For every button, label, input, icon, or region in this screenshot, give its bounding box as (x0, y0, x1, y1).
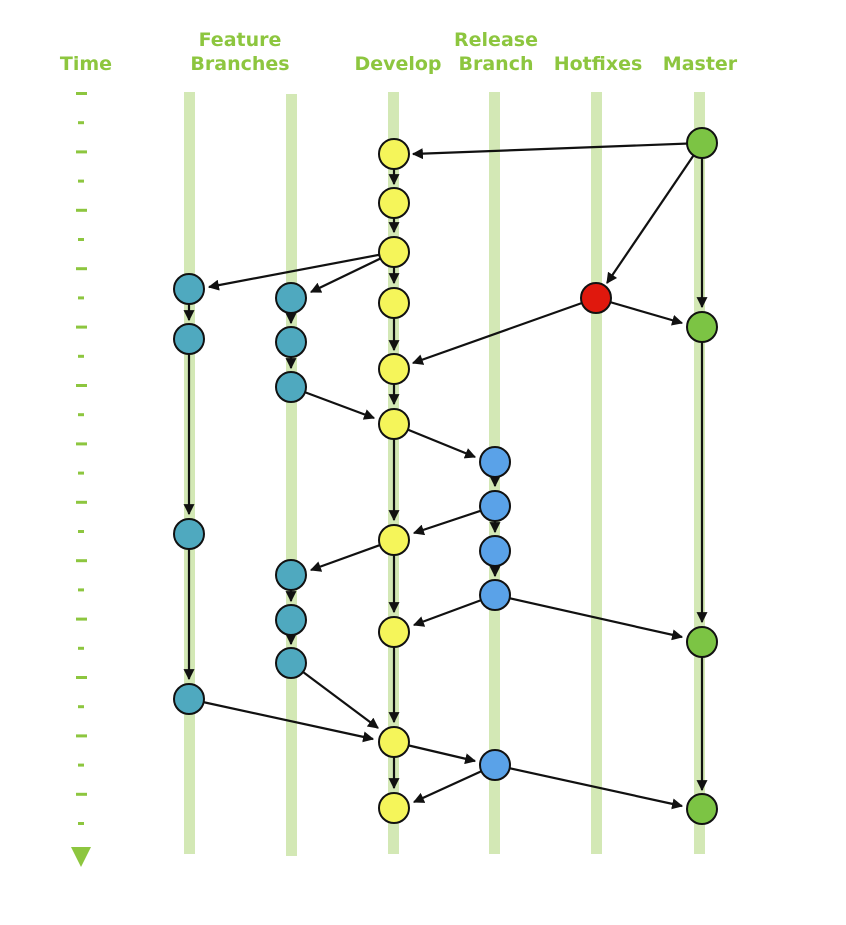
time-tick (76, 559, 87, 563)
time-tick (76, 676, 87, 679)
time-tick (78, 763, 84, 767)
lane-hotfixes (591, 92, 602, 854)
commit-develop-1 (378, 138, 410, 170)
header-hotfixes: Hotfixes (548, 52, 648, 76)
time-tick (76, 792, 87, 796)
time-tick (78, 471, 84, 475)
commit-develop-10 (378, 792, 410, 824)
commit-release-1 (479, 446, 511, 478)
header-feature-branches: Feature Branches (180, 28, 300, 76)
time-tick (78, 822, 84, 825)
time-tick (76, 734, 87, 738)
time-tick (76, 617, 87, 621)
commit-master-1 (686, 127, 718, 159)
commit-develop-2 (378, 187, 410, 219)
commit-master-3 (686, 626, 718, 658)
time-tick (78, 530, 84, 533)
time-tick (78, 413, 84, 417)
commit-master-2 (686, 311, 718, 343)
lanes (184, 92, 705, 856)
header-feature-line1: Feature (198, 29, 282, 51)
commit-feature1-3 (173, 518, 205, 550)
time-tick (76, 150, 87, 154)
commit-nodes (173, 127, 718, 825)
arrow-master-to-hotfix (606, 142, 703, 284)
commit-feature1-2 (173, 323, 205, 355)
time-tick (78, 179, 84, 183)
time-tick (76, 208, 87, 212)
commit-feature2-1 (275, 282, 307, 314)
commit-develop-5 (378, 353, 410, 385)
commit-release-2 (479, 490, 511, 522)
commit-release-4 (479, 579, 511, 611)
header-feature-line2: Branches (190, 53, 290, 75)
time-tick (76, 92, 87, 95)
header-hotfixes-label: Hotfixes (553, 53, 643, 75)
commit-feature1-1 (173, 273, 205, 305)
commit-develop-4 (378, 287, 410, 319)
time-tick (78, 296, 84, 300)
arrow-develop-to-feature1 (207, 250, 395, 291)
time-tick (78, 705, 84, 709)
commit-develop-3 (378, 236, 410, 268)
lane-feature-2 (286, 94, 297, 856)
commit-release-5 (479, 749, 511, 781)
time-tick (76, 384, 87, 387)
time-tick (78, 121, 84, 125)
time-tick (76, 325, 87, 329)
arrow-release-to-master (494, 593, 684, 641)
commit-develop-6 (378, 408, 410, 440)
arrow-hotfix-to-develop (411, 296, 597, 365)
header-time-label: Time (59, 53, 113, 75)
time-tick (76, 442, 87, 446)
arrows (183, 141, 708, 810)
commit-feature2-2 (275, 326, 307, 358)
commit-develop-8 (378, 616, 410, 648)
arrow-master-to-develop (411, 141, 703, 160)
time-tick (78, 588, 84, 592)
header-master-label: Master (662, 53, 738, 75)
commit-master-4 (686, 793, 718, 825)
time-tick (78, 238, 84, 241)
time-tick (76, 500, 87, 504)
arrow-feature2b-to-develop (290, 662, 379, 729)
header-release-branch: Release Branch (450, 28, 542, 76)
time-tick (76, 267, 87, 271)
commit-feature2-6 (275, 647, 307, 679)
commit-feature1-4 (173, 683, 205, 715)
commit-feature2-4 (275, 559, 307, 591)
header-release-line2: Branch (458, 53, 534, 75)
triangle-down-icon (71, 847, 91, 867)
time-tick (78, 354, 84, 358)
arrow-release2-to-master (494, 763, 684, 810)
lane-master (694, 92, 705, 854)
commit-develop-9 (378, 726, 410, 758)
commit-release-3 (479, 535, 511, 567)
arrow-feature1-to-develop (188, 697, 375, 743)
header-master: Master (658, 52, 742, 76)
time-tick (78, 646, 84, 650)
commit-hotfix-1 (580, 282, 612, 314)
commit-feature2-5 (275, 604, 307, 636)
header-time: Time (48, 52, 124, 76)
header-develop-label: Develop (354, 53, 442, 75)
header-develop: Develop (345, 52, 451, 76)
header-release-line1: Release (454, 29, 538, 51)
commit-develop-7 (378, 524, 410, 556)
time-axis-ticks (76, 92, 87, 825)
commit-feature2-3 (275, 371, 307, 403)
